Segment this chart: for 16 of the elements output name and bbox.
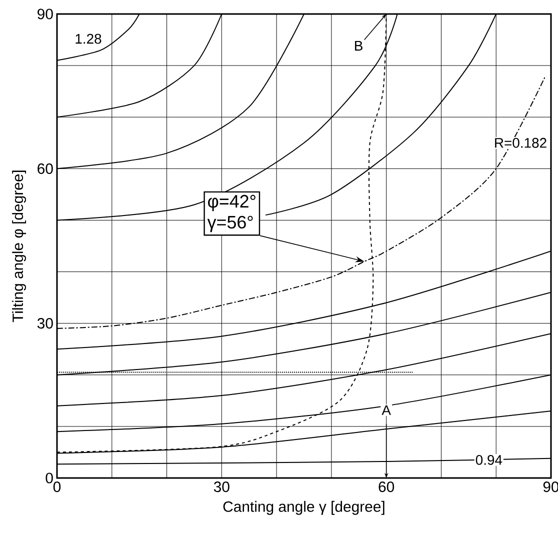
x-tick-label: 30 (214, 482, 230, 492)
annotation: A (382, 405, 391, 415)
y-tick-label: 30 (37, 318, 53, 329)
annotation: 1.28 (76, 34, 102, 44)
annotation: 0.94 (476, 455, 502, 465)
annotation: φ=42° (208, 194, 256, 212)
x-tick-label: 0 (53, 482, 61, 492)
y-tick-label: 60 (38, 163, 53, 174)
x-tick-label: 60 (378, 482, 394, 492)
y-tick-label: 90 (38, 8, 53, 20)
annotation: B (355, 40, 362, 51)
x-axis-title: Canting angle γ [degree] (223, 500, 384, 515)
y-axis-title: Tilting angle φ [degree] (12, 170, 26, 322)
y-tick-label: 0 (46, 472, 53, 484)
annotation: γ=56° (207, 216, 253, 232)
annotation: R=0.182 (495, 138, 546, 148)
